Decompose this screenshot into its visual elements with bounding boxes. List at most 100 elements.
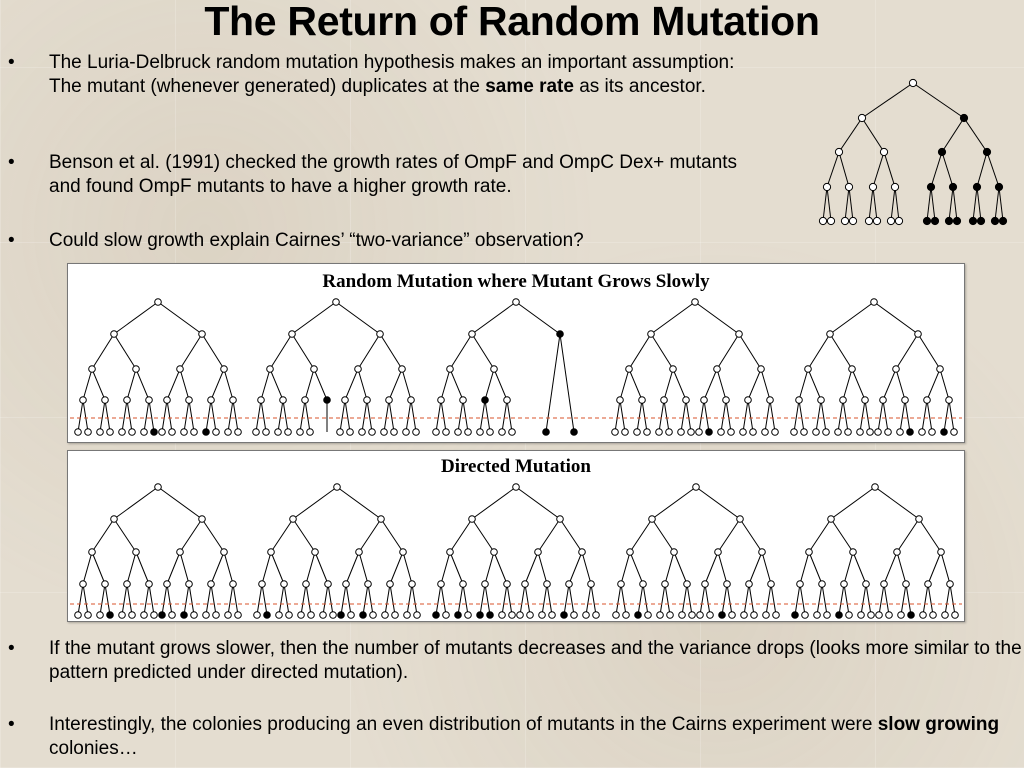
- directed-mutation-trees: [70, 483, 962, 619]
- wildtype-cell-node: [390, 428, 398, 436]
- branch-line: [300, 583, 307, 616]
- wildtype-cell-node: [556, 515, 564, 523]
- mutant-cell-node: [634, 611, 642, 619]
- branch-line: [260, 399, 267, 433]
- branch-line: [537, 551, 548, 585]
- wildtype-cell-node: [914, 330, 922, 338]
- wildtype-cell-node: [688, 611, 696, 619]
- wildtype-cell-node: [941, 611, 949, 619]
- wildtype-cell-node: [140, 428, 148, 436]
- branch-line: [188, 583, 195, 616]
- branch-line: [882, 368, 897, 401]
- branch-line: [179, 551, 190, 585]
- branch-line: [948, 186, 954, 222]
- bullet-marker: •: [8, 52, 15, 73]
- mutant-cell-node: [835, 611, 843, 619]
- wildtype-cell-node: [386, 580, 394, 588]
- branch-line: [807, 368, 822, 401]
- wildtype-cell-node: [342, 580, 350, 588]
- branch-line: [384, 583, 391, 616]
- branch-line: [883, 151, 896, 188]
- branch-line: [877, 399, 884, 433]
- wildtype-cell-node: [437, 580, 445, 588]
- wildtype-cell-node: [311, 548, 319, 556]
- branch-line: [91, 368, 106, 401]
- mutant-cell-node: [907, 611, 915, 619]
- branch-line: [843, 583, 850, 616]
- wildtype-cell-node: [856, 428, 864, 436]
- branch-line: [917, 333, 941, 370]
- wildtype-cell-node: [289, 515, 297, 523]
- wildtype-cell-node: [728, 611, 736, 619]
- wildtype-cell-node: [220, 548, 228, 556]
- branch-line: [851, 368, 866, 401]
- wildtype-cell-node: [701, 580, 709, 588]
- wildtype-cell-node: [354, 365, 362, 373]
- wildtype-cell-node: [884, 428, 892, 436]
- mutant-cell-node: [994, 182, 1004, 192]
- lineage-tree: [74, 483, 242, 619]
- wildtype-cell-node: [621, 428, 629, 436]
- wildtype-cell-node: [96, 611, 104, 619]
- wildtype-cell-node: [84, 611, 92, 619]
- branch-line: [896, 518, 920, 553]
- branch-line: [681, 583, 688, 616]
- branch-line: [664, 583, 671, 616]
- wildtype-cell-node: [176, 548, 184, 556]
- branch-line: [449, 368, 464, 401]
- branch-line: [161, 399, 168, 433]
- branch-line: [926, 368, 941, 401]
- wildtype-cell-node: [879, 396, 887, 404]
- lineage-tree: [432, 483, 600, 619]
- wildtype-cell-node: [638, 396, 646, 404]
- wildtype-cell-node: [892, 365, 900, 373]
- wildtype-cell-node: [512, 483, 520, 491]
- wildtype-cell-node: [118, 611, 126, 619]
- branch-line: [179, 518, 203, 553]
- branch-line: [313, 368, 328, 401]
- branch-line: [183, 399, 190, 433]
- branch-line: [121, 399, 128, 433]
- mutant-cell-node: [944, 216, 954, 226]
- wildtype-cell-node: [937, 548, 945, 556]
- branch-line: [685, 399, 692, 433]
- wildtype-cell-node: [739, 428, 747, 436]
- mutant-cell-node: [948, 182, 958, 192]
- branch-line: [82, 399, 89, 433]
- branch-line: [976, 186, 982, 222]
- wildtype-cell-node: [578, 548, 586, 556]
- wildtype-cell-node: [163, 396, 171, 404]
- wildtype-cell-node: [526, 611, 534, 619]
- wildtype-cell-node: [896, 428, 904, 436]
- bullet-text: The Luria-Delbruck random mutation hypot…: [49, 52, 735, 97]
- branch-line: [232, 583, 239, 616]
- branch-line: [838, 151, 850, 188]
- branch-line: [227, 583, 234, 616]
- wildtype-cell-node: [660, 396, 668, 404]
- branch-line: [686, 583, 693, 616]
- wildtype-cell-node: [924, 580, 932, 588]
- branch-line: [291, 301, 337, 335]
- branch-line: [255, 399, 262, 433]
- mutant-cell-node: [990, 216, 1000, 226]
- wildtype-cell-node: [355, 548, 363, 556]
- mutant-cell-node: [906, 428, 914, 436]
- wildtype-cell-node: [875, 611, 883, 619]
- branch-line: [471, 518, 495, 553]
- wildtype-cell-node: [364, 580, 372, 588]
- wildtype-cell-node: [190, 428, 198, 436]
- branch-line: [742, 399, 749, 433]
- wildtype-cell-node: [871, 483, 879, 491]
- mutant-cell-node: [158, 611, 166, 619]
- wildtype-cell-node: [538, 611, 546, 619]
- wildtype-cell-node: [202, 611, 210, 619]
- wildtype-cell-node: [391, 611, 399, 619]
- wildtype-cell-node: [826, 216, 836, 226]
- branch-line: [637, 583, 644, 616]
- mutant-cell-node: [982, 147, 992, 157]
- branch-line: [650, 333, 674, 370]
- branch-line: [820, 399, 827, 433]
- wildtype-cell-node: [110, 515, 118, 523]
- wildtype-cell-node: [665, 428, 673, 436]
- branch-line: [896, 551, 907, 585]
